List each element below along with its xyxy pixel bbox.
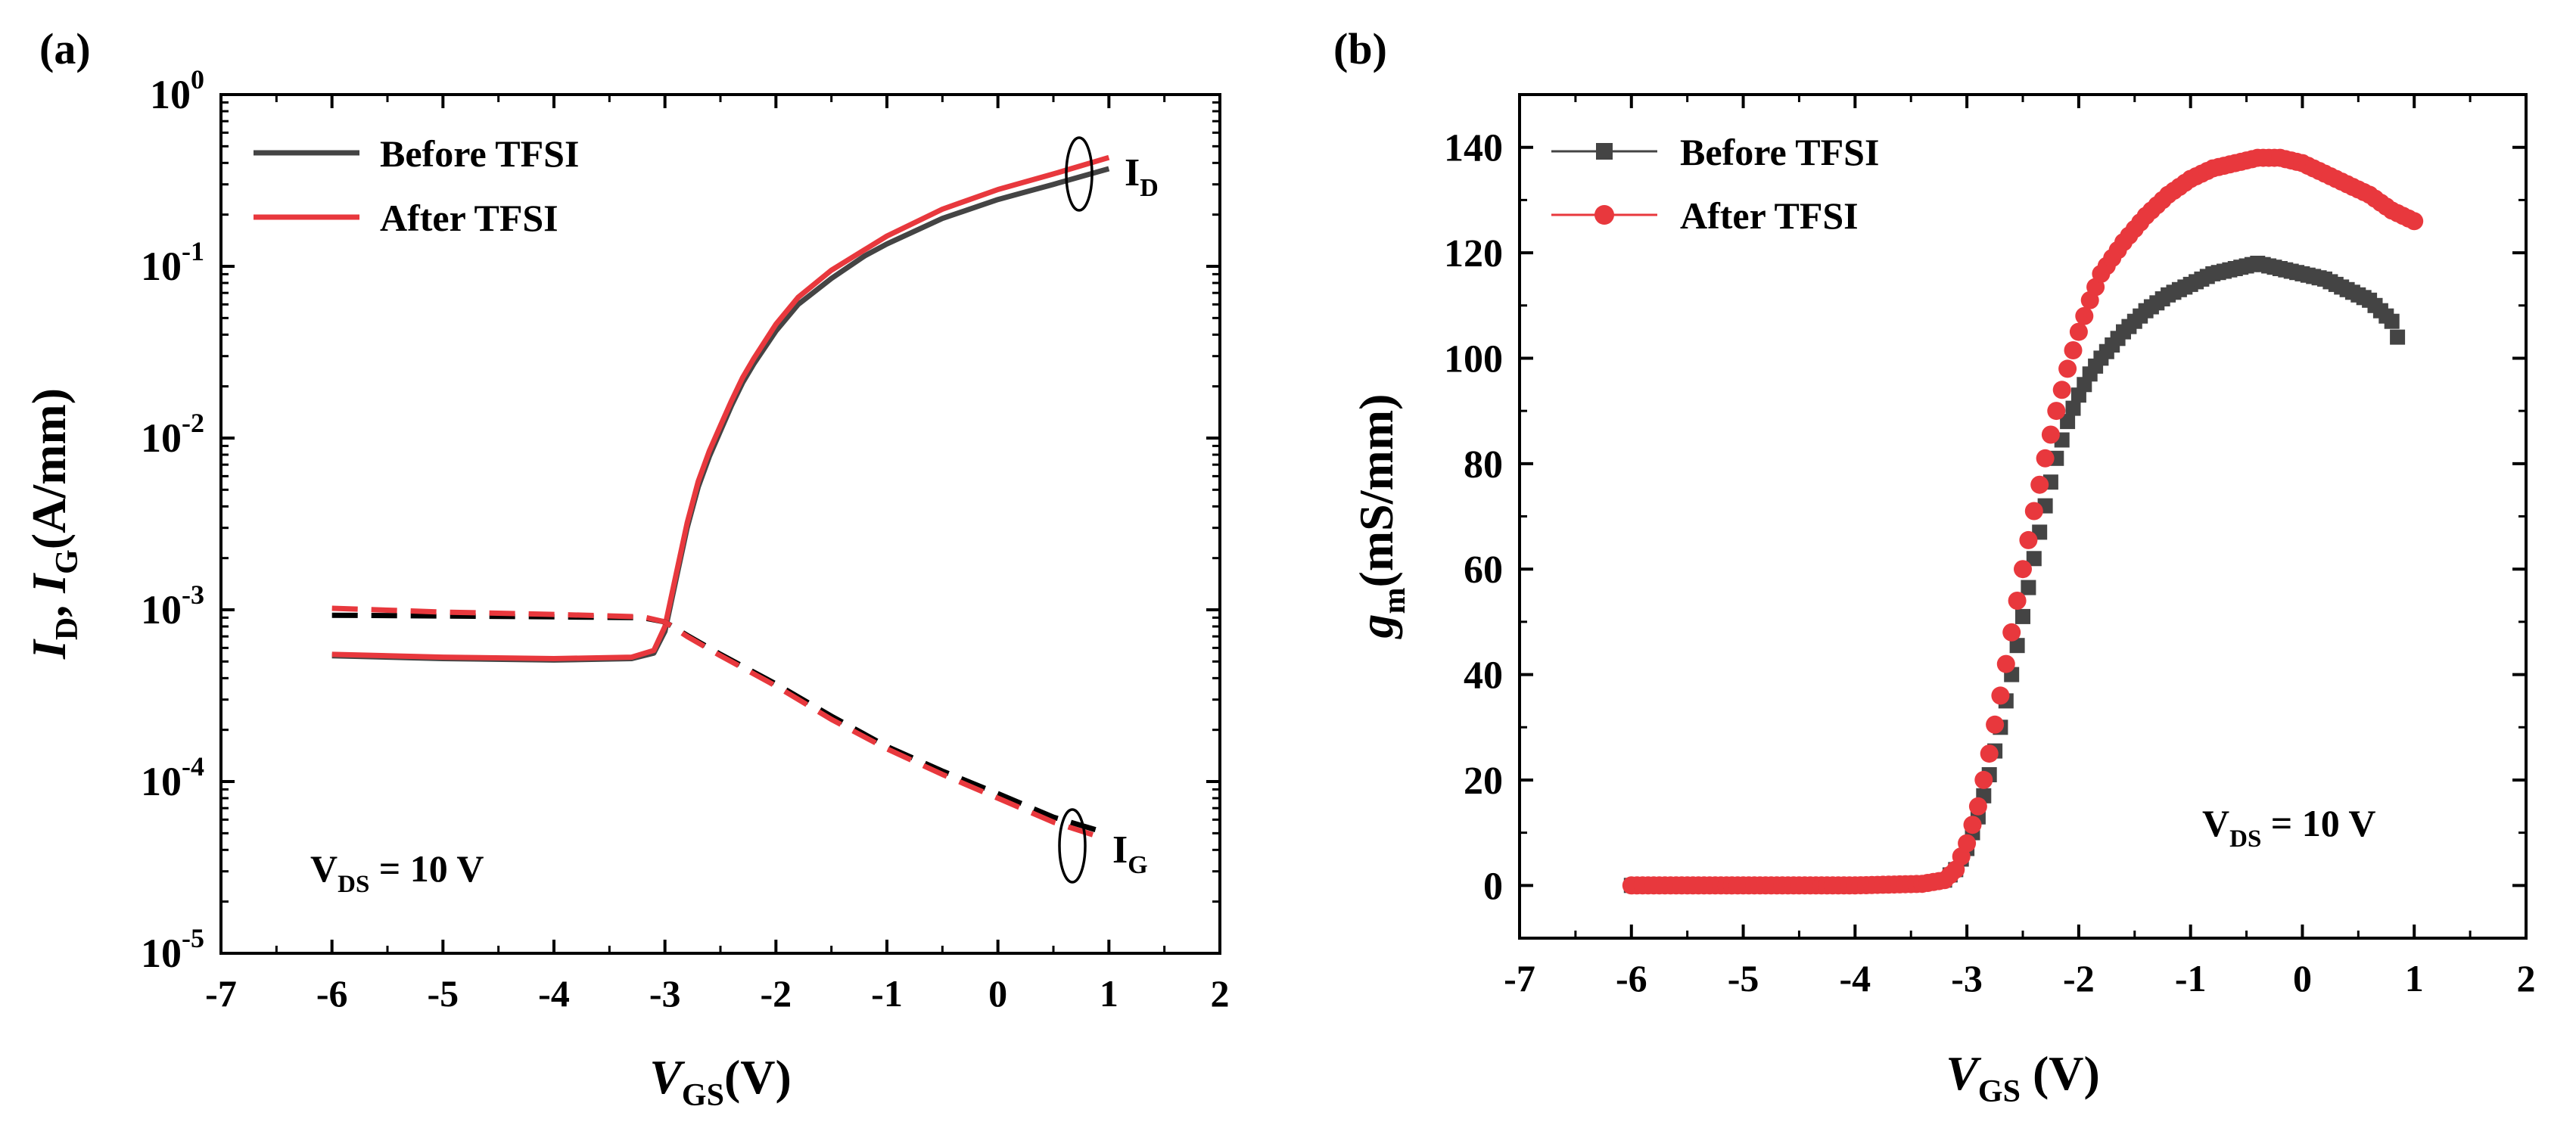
legend-marker-after-b	[1594, 205, 1614, 225]
gm-point-after	[1974, 770, 1993, 789]
x-tick-label-b: -7	[1504, 957, 1535, 999]
legend-marker-before-b	[1596, 143, 1613, 160]
x-tick-label-b: -3	[1951, 957, 1983, 999]
gm-point-before	[2015, 608, 2030, 624]
legend-label-before-b: Before TFSI	[1680, 131, 1879, 173]
series-gm-after-tfsi	[1622, 148, 2424, 895]
gm-point-before	[2021, 580, 2036, 595]
gm-point-before	[2384, 313, 2400, 329]
y-tick-label-b: 0	[1483, 865, 1503, 908]
annotation-ig: IG	[1112, 828, 1148, 879]
panel-label-a: (a)	[39, 24, 91, 73]
x-tick-label-a: -1	[871, 972, 903, 1015]
gm-point-before	[2065, 400, 2081, 416]
x-tick-label-a: -6	[316, 972, 348, 1015]
x-tick-label-a: 0	[988, 972, 1007, 1015]
gm-point-after	[2041, 425, 2060, 444]
gm-point-after	[2019, 530, 2038, 549]
gm-point-after	[2405, 212, 2424, 231]
x-tick-label-b: 0	[2293, 957, 2312, 999]
gm-point-after	[1996, 654, 2015, 673]
series-group-b	[1622, 148, 2424, 895]
gm-point-after	[2024, 502, 2043, 521]
gm-point-after	[1980, 744, 1999, 763]
y-tick-label-b: 60	[1464, 549, 1503, 592]
x-axis-title-a: VGS(V)	[649, 1050, 792, 1113]
gm-point-before	[2026, 551, 2042, 567]
x-tick-label-b: 1	[2405, 957, 2424, 999]
y-tick-label-a: 10-4	[141, 751, 204, 804]
annotation-vds-b: VDS = 10 V	[2202, 802, 2376, 853]
gm-point-after	[1958, 834, 1977, 853]
x-tick-label-b: -2	[2063, 957, 2095, 999]
y-tick-label-a: 10-1	[141, 236, 204, 289]
x-tick-label-a: -4	[538, 972, 570, 1015]
y-tick-label-b: 100	[1444, 337, 1503, 381]
gm-point-after	[2064, 341, 2083, 359]
legend-label-before-a: Before TFSI	[380, 132, 579, 175]
gm-point-after	[1963, 816, 1982, 835]
panel-b: (b) -7 -6 -5 -4 -3 -2 -1 0 1 2020406080100120140 …	[1333, 24, 2536, 1109]
y-tick-label-b: 140	[1444, 127, 1503, 170]
y-tick-label-a: 10-2	[141, 408, 204, 461]
gm-point-after	[2052, 381, 2071, 399]
y-tick-label-b: 80	[1464, 443, 1503, 486]
legend-a: Before TFSI After TFSI	[254, 132, 579, 239]
y-tick-label-a: 10-3	[141, 580, 204, 632]
gm-point-before	[2009, 638, 2025, 654]
panel-a: (a) -7 -6 -5 -4 -3 -2 -1 0 1 2 100 10-1 10-2 10-3 10-4…	[22, 24, 1230, 1113]
panel-label-b: (b)	[1333, 24, 1387, 73]
axis-ticks-a: -7 -6 -5 -4 -3 -2 -1 0 1 2 100 10-1 10-2 10-3 10-4 10-5	[141, 64, 1230, 1015]
legend-b: Before TFSI After TFSI	[1551, 131, 1879, 237]
y-axis-title-a: ID, IG(A/mm)	[22, 388, 85, 660]
y-tick-label-b: 20	[1464, 760, 1503, 803]
series-id-after-tfsi	[331, 154, 1110, 661]
y-tick-label-b: 40	[1464, 654, 1503, 698]
x-tick-label-b: 2	[2517, 957, 2536, 999]
gm-point-after	[1986, 715, 2005, 734]
gm-point-after	[2075, 306, 2094, 325]
x-tick-label-b: -4	[1840, 957, 1871, 999]
gm-point-before	[2060, 414, 2076, 430]
gm-point-after	[2008, 592, 2027, 610]
gm-point-after	[2036, 449, 2055, 468]
gm-point-after	[2030, 475, 2049, 494]
gm-point-after	[2058, 359, 2077, 378]
y-axis-title-b: gm(mS/mm)	[1349, 394, 1412, 640]
x-tick-label-a: 2	[1211, 972, 1230, 1015]
x-tick-label-a: -7	[205, 972, 237, 1015]
gm-point-after	[1991, 686, 2010, 705]
id-marker-ellipse	[1065, 136, 1094, 212]
x-axis-title-b: VGS (V)	[1946, 1046, 2100, 1109]
annotation-id: ID	[1125, 151, 1159, 202]
series-ig-after-tfsi	[331, 605, 1099, 839]
gm-point-after	[1968, 797, 1987, 816]
gm-point-after	[2002, 623, 2021, 642]
annotation-vds-a: VDS = 10 V	[310, 847, 484, 898]
legend-label-after-a: After TFSI	[380, 197, 558, 239]
series-group-a	[331, 154, 1110, 839]
y-tick-label-b: 120	[1444, 232, 1503, 275]
gm-point-after	[2047, 402, 2066, 421]
y-tick-label-a: 10-5	[141, 923, 204, 976]
y-tick-label-a: 100	[150, 64, 204, 117]
gm-point-before	[2390, 329, 2406, 345]
x-tick-label-a: -3	[649, 972, 681, 1015]
x-tick-label-b: -1	[2175, 957, 2207, 999]
x-tick-label-a: 1	[1100, 972, 1118, 1015]
gm-point-after	[2069, 322, 2088, 341]
gm-point-after	[2014, 560, 2032, 579]
x-tick-label-b: -6	[1616, 957, 1647, 999]
x-tick-label-a: -5	[428, 972, 459, 1015]
ig-marker-ellipse	[1058, 808, 1087, 884]
x-tick-label-a: -2	[761, 972, 792, 1015]
legend-label-after-b: After TFSI	[1680, 194, 1859, 237]
x-tick-label-b: -5	[1728, 957, 1759, 999]
